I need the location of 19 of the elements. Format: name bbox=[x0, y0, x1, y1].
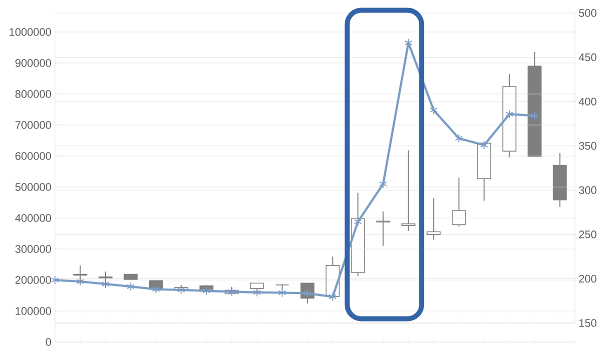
y2-tick-label: 400000 bbox=[15, 214, 52, 222]
y2-tick-label: 900000 bbox=[15, 59, 52, 67]
y2-tick-label: 0 bbox=[46, 338, 52, 346]
y-tick-label: 350 bbox=[578, 142, 596, 150]
y-tick-label: 400 bbox=[578, 98, 596, 106]
y-tick-label: 250 bbox=[579, 230, 596, 238]
y2-tick-label: 300000 bbox=[15, 245, 52, 253]
y2-tick-label: 500000 bbox=[15, 183, 52, 191]
y2-tick-label: 1000000 bbox=[10, 28, 52, 36]
y-tick-label: 300 bbox=[578, 186, 596, 194]
y2-tick-label: 800000 bbox=[15, 90, 52, 98]
y-tick-label: 150 bbox=[579, 319, 596, 327]
y2-tick-label: 100000 bbox=[16, 307, 52, 315]
y2-tick-label: 600000 bbox=[15, 152, 52, 160]
y2-tick-label: 700000 bbox=[15, 121, 52, 129]
y-tick-label: 500 bbox=[578, 9, 596, 17]
y-tick-label: 200 bbox=[579, 274, 596, 283]
y-tick-label: 450 bbox=[578, 53, 596, 62]
y2-tick-label: 200000 bbox=[15, 276, 52, 284]
